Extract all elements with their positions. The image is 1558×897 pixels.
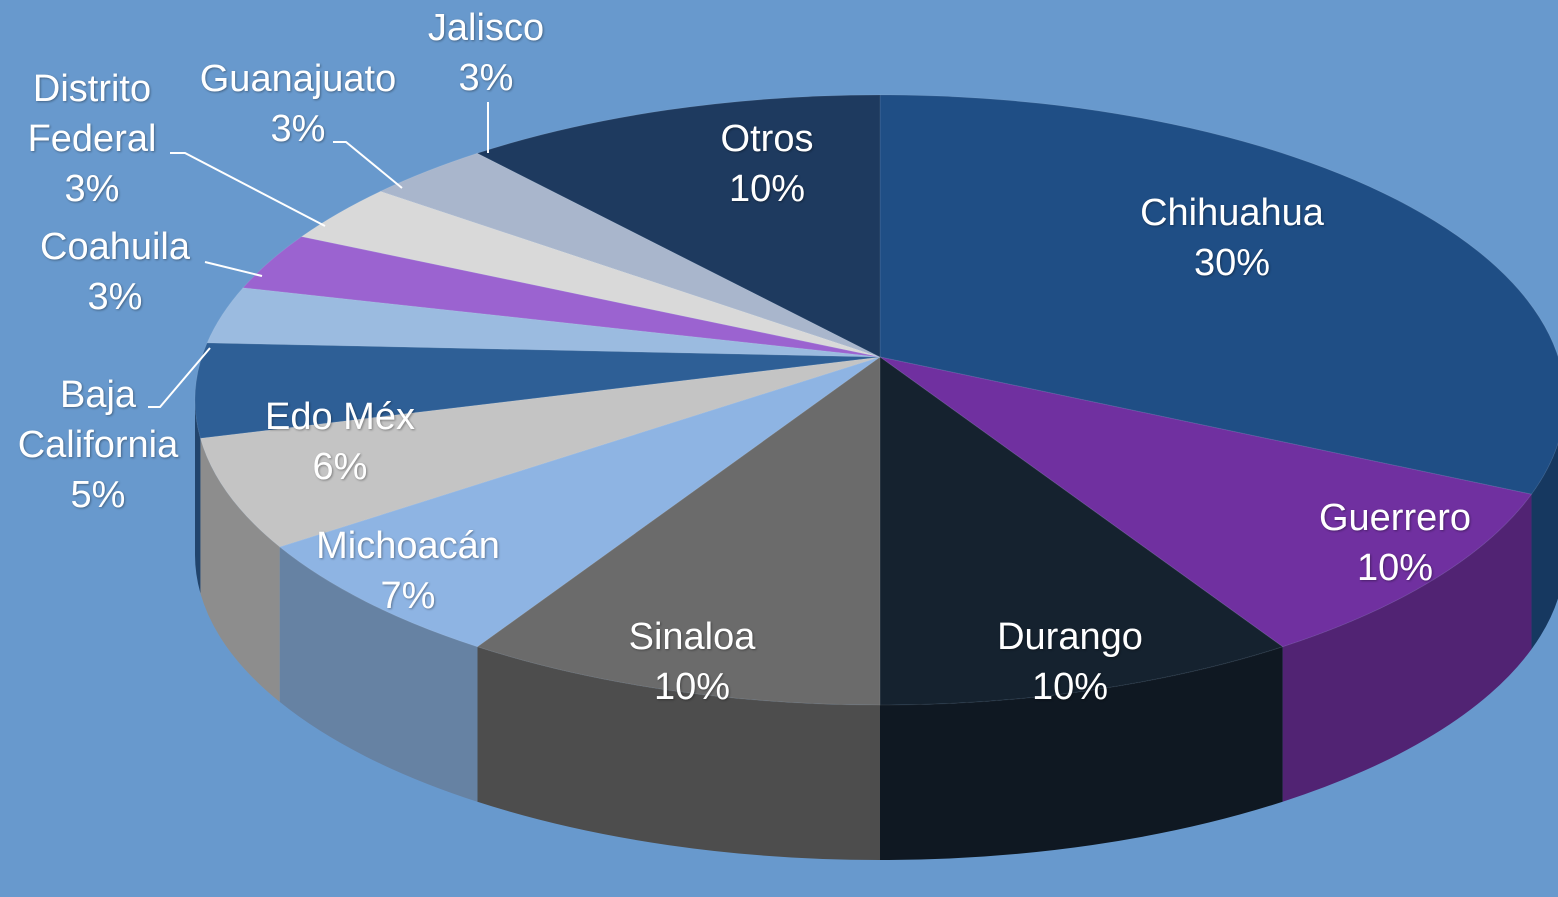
category-label: Guanajuato xyxy=(199,58,397,100)
value-label: 10% xyxy=(728,168,806,210)
pie-slice xyxy=(476,94,881,358)
leader-line xyxy=(170,152,326,227)
pie-slice xyxy=(879,94,1558,495)
leader-line xyxy=(204,261,263,277)
value-label: 10% xyxy=(1031,666,1109,708)
category-label: Jalisco xyxy=(427,7,545,49)
data-label: Chihuahua 30% xyxy=(1072,188,1392,288)
pie-slice xyxy=(379,152,881,358)
pie-top xyxy=(194,94,1558,706)
value-label: 6% xyxy=(312,446,368,488)
data-label: Guerrero 10% xyxy=(1265,493,1525,593)
data-label: Durango 10% xyxy=(940,612,1200,712)
category-label: Baja California xyxy=(17,374,179,466)
category-label: Coahuila xyxy=(40,226,190,268)
category-label: Sinaloa xyxy=(628,616,756,658)
value-label: 7% xyxy=(380,575,436,617)
pie-slice xyxy=(199,356,881,548)
data-label: Michoacán 7% xyxy=(278,521,538,621)
pie-slice xyxy=(242,236,881,358)
pie-side xyxy=(1531,443,1558,650)
pie-slice xyxy=(879,356,1284,706)
pie-slice xyxy=(476,356,881,706)
leader-line xyxy=(148,347,211,408)
value-label: 3% xyxy=(64,168,120,210)
pie-side xyxy=(880,646,1283,861)
value-label: 10% xyxy=(1356,547,1434,589)
data-label: Baja California 5% xyxy=(3,370,193,520)
category-label: Durango xyxy=(997,616,1143,658)
value-label: 30% xyxy=(1193,242,1271,284)
data-label: Guanajuato 3% xyxy=(178,54,418,154)
pie-side xyxy=(279,546,478,802)
pie-side xyxy=(1282,494,1532,802)
pie-side xyxy=(477,646,880,860)
pie-side xyxy=(200,438,280,702)
data-label: Otros 10% xyxy=(667,114,867,214)
category-label: Edo Méx xyxy=(265,396,415,438)
category-label: Michoacán xyxy=(316,525,500,567)
value-label: 5% xyxy=(70,474,126,516)
pie-slice xyxy=(194,342,881,439)
data-label: Edo Méx 6% xyxy=(230,392,450,492)
pie-slice xyxy=(300,190,881,358)
pie-sides xyxy=(195,400,1558,861)
category-label: Otros xyxy=(720,118,814,160)
data-label: Jalisco 3% xyxy=(386,3,586,103)
value-label: 3% xyxy=(458,57,514,99)
value-label: 10% xyxy=(653,666,731,708)
pie-side xyxy=(195,400,201,594)
pie-slice xyxy=(278,356,881,648)
category-label: Chihuahua xyxy=(1140,192,1324,234)
pie-slice xyxy=(206,287,881,358)
leader-line xyxy=(333,141,403,189)
value-label: 3% xyxy=(87,276,143,318)
category-label: Guerrero xyxy=(1318,497,1472,539)
data-label: Distrito Federal 3% xyxy=(2,64,182,214)
pie-slice xyxy=(879,356,1533,648)
data-label: Sinaloa 10% xyxy=(562,612,822,712)
category-label: Distrito Federal xyxy=(27,68,157,160)
value-label: 3% xyxy=(270,108,326,150)
data-label: Coahuila 3% xyxy=(15,222,215,322)
